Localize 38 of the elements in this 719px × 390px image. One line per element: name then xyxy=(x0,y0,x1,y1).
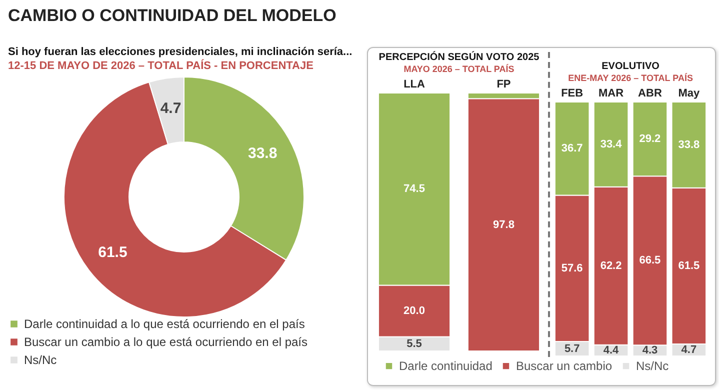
legend-label: Darle continuidad a lo que está ocurriendo en el país xyxy=(24,317,305,331)
legend-label: Ns/Nc xyxy=(636,359,669,374)
legend-label: Buscar un cambio a lo que está ocurriendo en el país xyxy=(24,335,308,349)
data-label: 74.5 xyxy=(404,183,425,196)
data-label: 5.7 xyxy=(564,342,580,355)
data-label: 61.5 xyxy=(678,260,700,272)
chart-subtitle: ENE-MAY 2026 – TOTAL PAÍS xyxy=(568,73,693,83)
data-label: 62.2 xyxy=(600,260,622,272)
data-label: 4.7 xyxy=(160,100,182,117)
x-tick-label: ABR xyxy=(638,88,662,100)
chart-title: Si hoy fueran las elecciones presidenciales, mi inclinación sería... xyxy=(8,46,352,58)
chart-title: PERCEPCIÓN SEGÚN VOTO 2025 xyxy=(378,51,540,63)
data-label: 61.5 xyxy=(98,244,128,261)
x-tick-label: FEB xyxy=(561,88,584,100)
data-label: 66.5 xyxy=(639,254,661,267)
chart-title: EVOLUTIVO xyxy=(602,61,660,72)
data-label: 33.8 xyxy=(678,138,700,151)
data-label: 97.8 xyxy=(493,218,514,231)
text: CAMBIO O CONTINUIDAD DEL MODELO xyxy=(8,6,336,26)
chart-subtitle: MAYO 2026 – TOTAL PAÍS xyxy=(404,64,514,74)
data-label: 57.6 xyxy=(561,262,583,274)
data-label: 4.4 xyxy=(603,344,620,356)
data-label: 33.4 xyxy=(600,138,623,150)
x-tick-label: MAR xyxy=(598,88,624,100)
data-label: 5.5 xyxy=(406,338,422,350)
x-tick-label: LLA xyxy=(404,78,426,90)
data-label: 29.2 xyxy=(639,133,661,146)
data-label: 20.0 xyxy=(404,305,425,318)
x-tick-label: FP xyxy=(496,78,511,90)
data-label: 36.7 xyxy=(561,142,583,155)
legend-label: Darle continuidad xyxy=(399,359,492,374)
data-label: 4.3 xyxy=(642,344,658,357)
legend-label: Ns/Nc xyxy=(24,353,57,367)
data-label: 4.7 xyxy=(681,344,697,356)
chart-subtitle: 12-15 DE MAYO DE 2026 – TOTAL PAÍS - EN PORCENTAJE xyxy=(8,59,314,72)
x-tick-label: May xyxy=(678,88,700,100)
data-label: 33.8 xyxy=(248,145,278,162)
legend-label: Buscar un cambio xyxy=(516,359,612,374)
